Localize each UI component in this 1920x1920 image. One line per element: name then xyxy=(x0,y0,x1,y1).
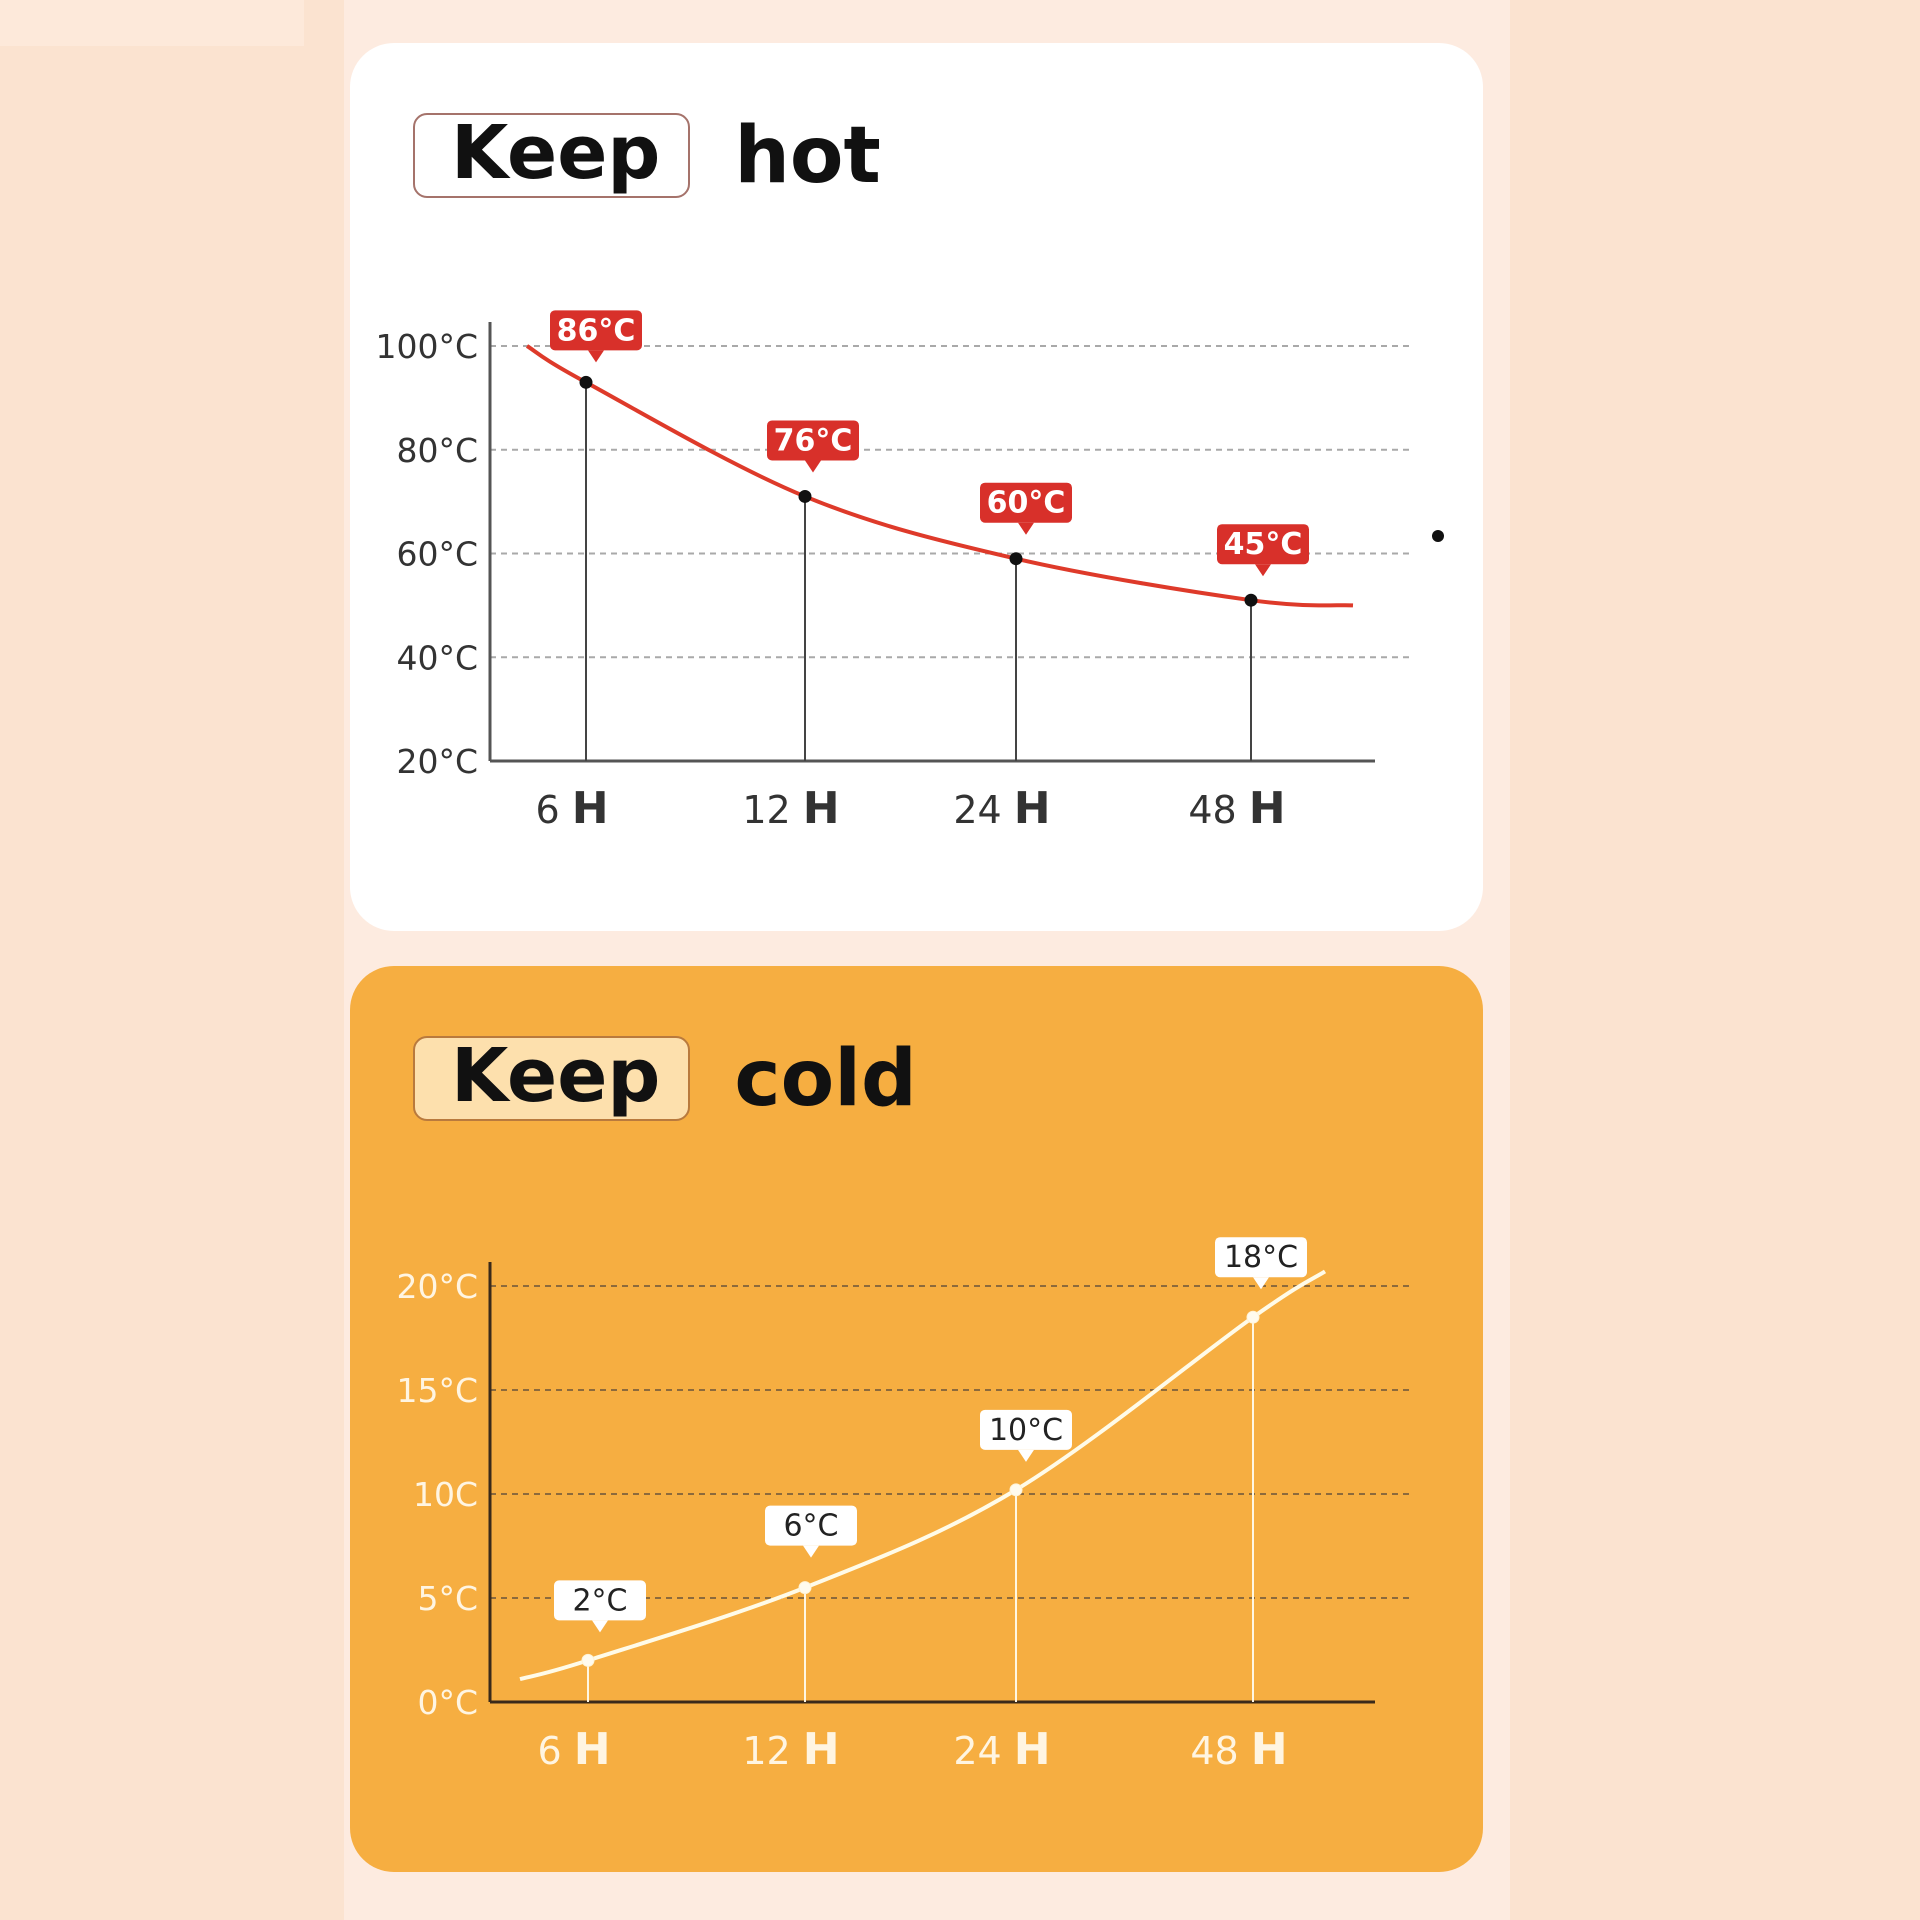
data-label: 18°C xyxy=(1215,1237,1307,1290)
data-label-text: 60°C xyxy=(987,486,1066,521)
data-label: 6°C xyxy=(765,1505,857,1558)
data-label-text: 86°C xyxy=(557,313,636,348)
data-label-box xyxy=(767,420,859,461)
data-label-pointer xyxy=(1255,564,1271,577)
y-tick-label: 5°C xyxy=(417,1579,478,1618)
data-label-box xyxy=(980,1409,1072,1450)
y-tick-label: 20°C xyxy=(396,1267,478,1306)
data-label-box xyxy=(765,1505,857,1546)
data-point xyxy=(581,1653,595,1667)
data-point xyxy=(798,1581,812,1595)
data-label-pointer xyxy=(588,350,604,363)
data-label-text: 76°C xyxy=(774,423,853,458)
data-point xyxy=(579,375,593,389)
y-tick-label: 0°C xyxy=(417,1683,478,1722)
data-point xyxy=(1009,552,1023,566)
data-point xyxy=(1009,1483,1023,1497)
data-label: 10°C xyxy=(980,1409,1072,1462)
data-label-pointer xyxy=(1253,1277,1269,1290)
data-label-pointer xyxy=(803,1545,819,1558)
stray-dot xyxy=(1432,530,1444,542)
series-line xyxy=(525,344,1354,608)
title-word-hot: hot xyxy=(734,110,881,201)
data-label-text: 45°C xyxy=(1224,527,1303,562)
x-tick-label: 12 H xyxy=(742,1724,839,1775)
y-tick-label: 60°C xyxy=(396,535,478,574)
y-tick-label: 100°C xyxy=(375,327,478,366)
data-label-box xyxy=(554,1580,646,1621)
x-tick-label: 24 H xyxy=(953,783,1050,834)
y-tick-label: 20°C xyxy=(396,742,478,781)
data-label: 86°C xyxy=(550,310,642,363)
x-tick-label: 48 H xyxy=(1190,1724,1287,1775)
keep-cold-chart: 20°C 15°C 10C 5°C 0°C 2°C 6 H 6°C 12 H 10°C 24 H 18… xyxy=(396,1237,1410,1775)
x-tick-label: 6 H xyxy=(535,783,608,834)
keep-hot-title: Keep hot xyxy=(413,113,881,198)
title-word-cold: cold xyxy=(734,1033,917,1124)
data-label-text: 2°C xyxy=(572,1583,627,1618)
data-point xyxy=(798,489,812,503)
data-label-text: 18°C xyxy=(1224,1240,1298,1275)
data-label: 2°C xyxy=(554,1580,646,1633)
x-tick-label: 48 H xyxy=(1188,783,1285,834)
keep-hot-panel: Keep hot 100°C 80°C 60°C 40°C 20°C 86°C 6 H 76°… xyxy=(350,43,1483,931)
data-label: 60°C xyxy=(980,482,1072,535)
data-label: 45°C xyxy=(1217,524,1309,577)
keep-hot-chart: 100°C 80°C 60°C 40°C 20°C 86°C 6 H 76°C 12 H 60°C… xyxy=(375,310,1444,834)
data-label-box xyxy=(1215,1237,1307,1278)
data-point xyxy=(1246,1310,1260,1324)
keep-cold-title: Keep cold xyxy=(413,1036,917,1121)
y-tick-label: 80°C xyxy=(396,431,478,470)
y-tick-label: 15°C xyxy=(396,1371,478,1410)
corner-patch xyxy=(0,0,304,46)
data-label-text: 10°C xyxy=(989,1413,1063,1448)
data-label-text: 6°C xyxy=(783,1509,838,1544)
keep-cold-panel: Keep cold 20°C 15°C 10C 5°C 0°C 2°C 6 H 6°C 12 H… xyxy=(350,966,1483,1872)
data-label-box xyxy=(550,310,642,351)
x-tick-label: 24 H xyxy=(953,1724,1050,1775)
data-label: 76°C xyxy=(767,420,859,473)
data-point xyxy=(1244,593,1258,607)
y-tick-label: 40°C xyxy=(396,638,478,677)
data-label-box xyxy=(980,482,1072,523)
keep-badge: Keep xyxy=(413,113,691,198)
x-tick-label: 12 H xyxy=(742,783,839,834)
data-label-pointer xyxy=(1018,1449,1034,1462)
data-label-pointer xyxy=(1018,522,1034,535)
data-label-pointer xyxy=(592,1620,608,1633)
y-tick-label: 10C xyxy=(413,1475,478,1514)
keep-badge: Keep xyxy=(413,1036,691,1121)
x-tick-label: 6 H xyxy=(537,1724,610,1775)
data-label-pointer xyxy=(805,460,821,473)
data-label-box xyxy=(1217,524,1309,565)
